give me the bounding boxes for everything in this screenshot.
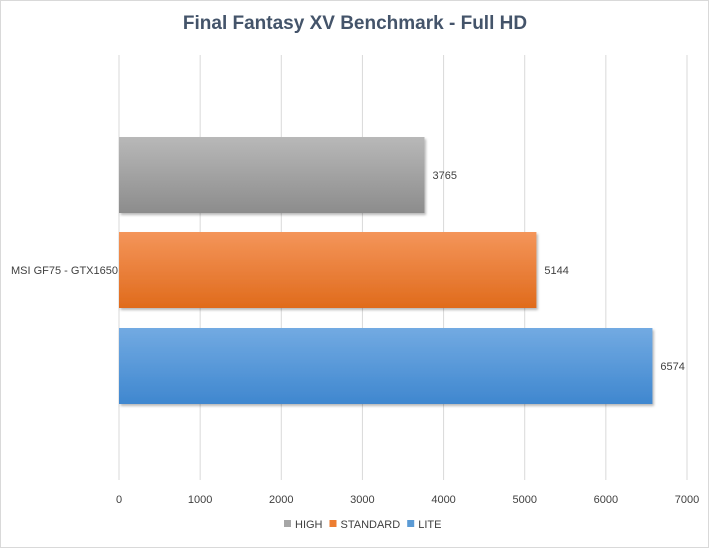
legend-label-high: HIGH <box>295 519 323 531</box>
legend-swatch-lite <box>407 520 415 527</box>
data-label-high: 3765 <box>433 170 457 182</box>
y-axis-categories: MSI GF75 - GTX1650 <box>11 265 118 277</box>
data-label-standard: 5144 <box>544 265 568 277</box>
x-tick-label: 1000 <box>188 494 212 506</box>
legend-label-lite: LITE <box>418 519 441 531</box>
x-tick-label: 7000 <box>675 494 699 506</box>
category-label: MSI GF75 - GTX1650 <box>11 265 118 277</box>
bar-lite <box>119 328 653 404</box>
chart-title: Final Fantasy XV Benchmark - Full HD <box>183 13 527 34</box>
x-tick-label: 0 <box>116 494 122 506</box>
x-tick-label: 5000 <box>512 494 536 506</box>
data-label-lite: 6574 <box>660 361 684 373</box>
x-tick-label: 2000 <box>269 494 293 506</box>
x-tick-label: 6000 <box>594 494 618 506</box>
bar-standard <box>119 232 537 308</box>
legend-swatch-standard <box>329 520 337 527</box>
x-axis-ticks: 0 1000 2000 3000 4000 5000 6000 7000 <box>116 494 699 506</box>
legend-label-standard: STANDARD <box>341 519 401 531</box>
x-tick-label: 4000 <box>431 494 455 506</box>
legend: HIGH STANDARD LITE <box>284 519 441 531</box>
legend-swatch-high <box>284 520 291 527</box>
bar-high <box>119 137 425 213</box>
x-tick-label: 3000 <box>350 494 374 506</box>
bars: 3765 5144 6574 <box>119 137 685 404</box>
